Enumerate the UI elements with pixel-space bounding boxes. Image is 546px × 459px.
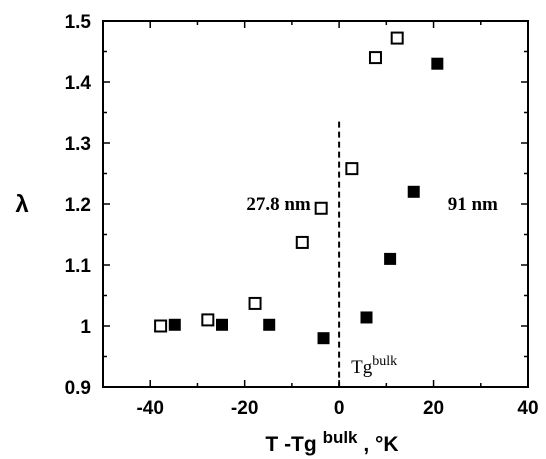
open-square-point (295, 235, 309, 249)
filled-square-point (360, 311, 373, 324)
open-square-point (314, 201, 328, 215)
series-annotation: 27.8 nm (246, 194, 311, 215)
y-tick-label: 1.2 (65, 195, 91, 216)
y-tick-label: 1.1 (65, 256, 92, 277)
open-square-point (368, 51, 382, 65)
y-axis-title: λ (15, 191, 28, 218)
reference-line-label-sup: bulk (372, 354, 397, 369)
open-square-point (390, 31, 404, 45)
reference-line-label-main: Tg (351, 357, 373, 378)
x-axis-title-sup: bulk (323, 428, 358, 447)
filled-square-point (431, 57, 444, 70)
filled-square-point (263, 318, 276, 331)
filled-square-point (317, 332, 330, 345)
x-tick-label: -20 (231, 398, 258, 419)
labels-layer: -40 -20 0 20 40 0.9 1 1.1 1.2 1.3 1.4 1.5 27.8 nm 91 … (15, 12, 538, 456)
y-tick-label: 1.3 (65, 134, 91, 155)
plot-frame (102, 20, 529, 388)
filled-square-point (216, 318, 228, 331)
x-tick-label: 0 (334, 398, 345, 419)
filled-square-point (407, 185, 420, 198)
filled-square-point (384, 252, 397, 265)
y-tick-label: 1 (80, 317, 91, 338)
x-tick-label: 20 (423, 398, 444, 419)
reference-line-label: Tgbulk (351, 354, 397, 378)
y-tick-label: 0.9 (65, 378, 91, 399)
x-tick-label: 40 (517, 398, 538, 419)
y-tick-label: 1.4 (65, 73, 92, 94)
series-annotation: 91 nm (448, 194, 498, 215)
filled-square-point (168, 318, 181, 331)
open-square-point (201, 313, 215, 327)
points-layer (154, 31, 444, 345)
x-axis-title-unit: , °K (358, 433, 399, 456)
open-square-point (154, 319, 168, 333)
open-square-point (248, 296, 262, 310)
y-tick-label: 1.5 (65, 12, 92, 33)
x-axis-title-main: T -Tg (265, 433, 322, 456)
x-tick-label: -40 (136, 398, 163, 419)
x-axis-title: T -Tg bulk , °K (265, 428, 398, 456)
open-square-point (345, 162, 359, 176)
